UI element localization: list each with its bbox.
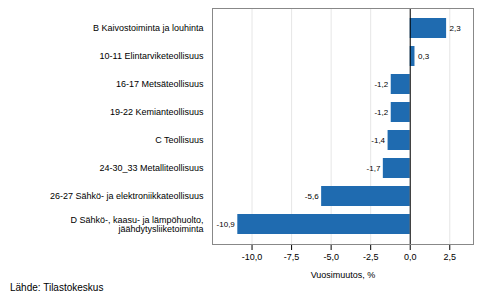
svg-text:B Kaivostoiminta ja louhinta: B Kaivostoiminta ja louhinta: [93, 23, 204, 33]
svg-text:C Teollisuus: C Teollisuus: [155, 135, 204, 145]
svg-text:10-11 Elintarviketeollisuus: 10-11 Elintarviketeollisuus: [100, 51, 204, 61]
svg-text:19-22 Kemianteollisuus: 19-22 Kemianteollisuus: [110, 107, 204, 117]
svg-text:Vuosimuutos, %: Vuosimuutos, %: [311, 270, 376, 280]
svg-text:-5,6: -5,6: [305, 192, 319, 201]
svg-text:-1,2: -1,2: [374, 108, 388, 117]
svg-text:-2,5: -2,5: [363, 252, 379, 262]
svg-text:16-17 Metsäteollisuus: 16-17 Metsäteollisuus: [116, 79, 204, 89]
html-text:Lähde: Tilastokeskus: Lähde: Tilastokeskus: [10, 282, 104, 293]
svg-text:-1,2: -1,2: [374, 80, 388, 89]
svg-text:26-27 Sähkö- ja elektroniikkat: 26-27 Sähkö- ja elektroniikkateollisuus: [50, 191, 204, 201]
svg-text:0,0: 0,0: [404, 252, 417, 262]
svg-text:0,3: 0,3: [418, 52, 430, 61]
svg-text:D Sähkö-, kaasu- ja lämpöhuolt: D Sähkö-, kaasu- ja lämpöhuolto,jäähdyty…: [70, 215, 203, 234]
svg-text:2,5: 2,5: [444, 252, 457, 262]
svg-text:-1,7: -1,7: [367, 164, 381, 173]
svg-text:-1,4: -1,4: [371, 136, 385, 145]
svg-text:-7,5: -7,5: [284, 252, 300, 262]
svg-text:24-30_33 Metalliteollisuus: 24-30_33 Metalliteollisuus: [99, 163, 204, 173]
svg-text:-5,0: -5,0: [323, 252, 339, 262]
svg-text:2,3: 2,3: [450, 24, 462, 33]
svg-text:-10,0: -10,0: [242, 252, 263, 262]
svg-text:-10,9: -10,9: [217, 220, 236, 229]
